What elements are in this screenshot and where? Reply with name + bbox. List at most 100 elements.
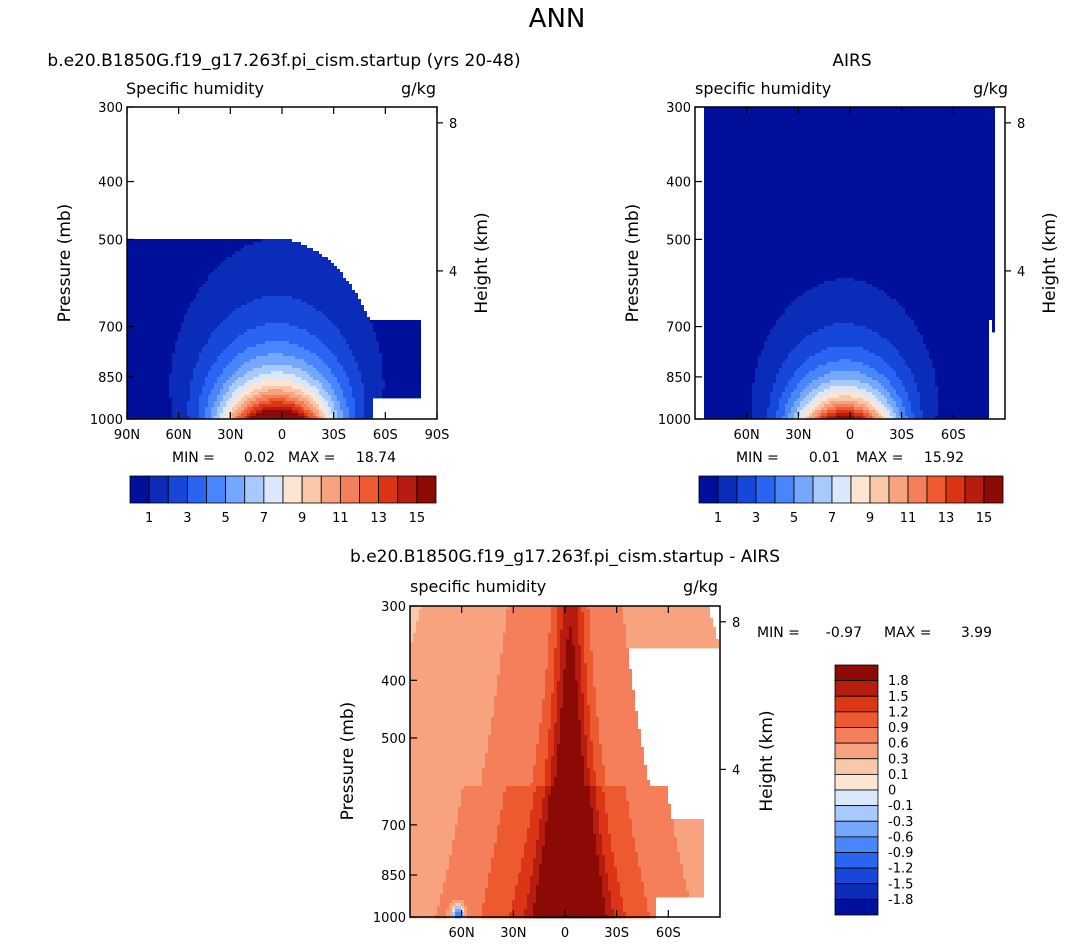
contour-cell xyxy=(440,894,485,898)
colorbar-box xyxy=(834,789,879,807)
contour-cell xyxy=(695,395,704,399)
contour-cell xyxy=(605,807,629,811)
contour-cell xyxy=(779,398,788,402)
contour-cell xyxy=(503,642,548,646)
x-tick-label: 60S xyxy=(656,926,681,941)
contour-cell xyxy=(551,627,557,631)
contour-cell xyxy=(551,693,557,697)
contour-cell xyxy=(193,377,205,381)
contour-cell xyxy=(818,392,830,396)
contour-cell xyxy=(626,642,719,646)
contour-cell xyxy=(566,660,575,664)
contour-cell xyxy=(704,347,764,351)
contour-cell xyxy=(557,630,560,634)
contour-cell xyxy=(226,257,328,261)
contour-cell xyxy=(704,239,995,243)
contour-cell xyxy=(905,410,911,414)
contour-cell xyxy=(220,323,265,327)
contour-cell xyxy=(545,777,551,781)
contour-cell xyxy=(506,615,551,619)
contour-cell xyxy=(695,113,704,117)
contour-cell xyxy=(545,789,551,793)
contour-cell xyxy=(229,377,238,381)
contour-cell xyxy=(584,627,590,631)
contour-cell xyxy=(929,350,989,354)
contour-cell xyxy=(872,398,878,402)
contour-cell xyxy=(554,684,557,688)
contour-cell xyxy=(410,774,482,778)
contour-cell xyxy=(704,299,794,303)
colorbar-label: 3 xyxy=(183,511,191,526)
contour-cell xyxy=(896,371,911,375)
contour-cell xyxy=(566,645,575,649)
contour-cell xyxy=(704,374,755,378)
contour-cell xyxy=(590,639,626,643)
contour-cell xyxy=(410,780,482,784)
contour-cell xyxy=(788,380,800,384)
contour-cell xyxy=(599,717,638,721)
contour-cell xyxy=(590,801,596,805)
contour-cell xyxy=(491,870,521,874)
contour-cell xyxy=(259,401,271,405)
contour-cell xyxy=(301,404,307,408)
contour-cell xyxy=(235,404,241,408)
contour-cell xyxy=(575,672,581,676)
contour-cell xyxy=(410,654,500,658)
contour-cell xyxy=(584,771,590,775)
contour-cell xyxy=(866,389,878,393)
contour-cell xyxy=(560,717,578,721)
colorbar-label: 0.3 xyxy=(888,752,909,767)
contour-cell xyxy=(704,158,995,162)
contour-cell xyxy=(410,738,488,742)
contour-cell xyxy=(545,690,554,694)
contour-cell xyxy=(626,633,716,637)
contour-cell xyxy=(581,741,587,745)
contour-cell xyxy=(938,407,989,411)
contour-cell xyxy=(590,735,599,739)
contour-cell xyxy=(815,410,821,414)
contour-cell xyxy=(872,329,917,333)
contour-cell xyxy=(205,410,211,414)
contour-cell xyxy=(593,660,629,664)
contour-cell xyxy=(704,122,995,126)
contour-cell xyxy=(304,413,307,417)
contour-cell xyxy=(199,398,208,402)
contour-cell xyxy=(590,711,596,715)
contour-cell xyxy=(635,843,677,847)
contour-cell xyxy=(752,416,767,420)
contour-cell xyxy=(863,410,869,414)
contour-cell xyxy=(298,344,325,348)
contour-cell xyxy=(578,699,584,703)
contour-cell xyxy=(551,696,557,700)
contour-cell xyxy=(220,413,226,417)
contour-cell xyxy=(337,398,346,402)
contour-cell xyxy=(548,738,554,742)
contour-cell xyxy=(770,329,818,333)
contour-cell xyxy=(536,849,542,853)
contour-cell xyxy=(521,867,533,871)
contour-cell xyxy=(788,356,809,360)
contour-cell xyxy=(563,690,578,694)
contour-cell xyxy=(506,786,536,790)
contour-cell xyxy=(605,906,611,910)
contour-cell xyxy=(410,885,443,889)
contour-cell xyxy=(461,804,503,808)
contour-cell xyxy=(788,353,815,357)
contour-cell xyxy=(491,732,539,736)
contour-cell xyxy=(584,699,587,703)
contour-cell xyxy=(938,410,989,414)
contour-cell xyxy=(220,401,226,405)
contour-cell xyxy=(578,642,584,646)
colorbar-label: 13 xyxy=(938,511,955,526)
contour-cell xyxy=(809,401,815,405)
contour-cell xyxy=(521,870,533,874)
contour-cell xyxy=(806,290,884,294)
contour-cell xyxy=(596,801,605,805)
contour-cell xyxy=(349,377,361,381)
contour-cell xyxy=(605,774,647,778)
contour-cell xyxy=(421,377,436,381)
contour-cell xyxy=(181,326,217,330)
contour-cell xyxy=(605,900,611,904)
contour-cell xyxy=(890,410,893,414)
